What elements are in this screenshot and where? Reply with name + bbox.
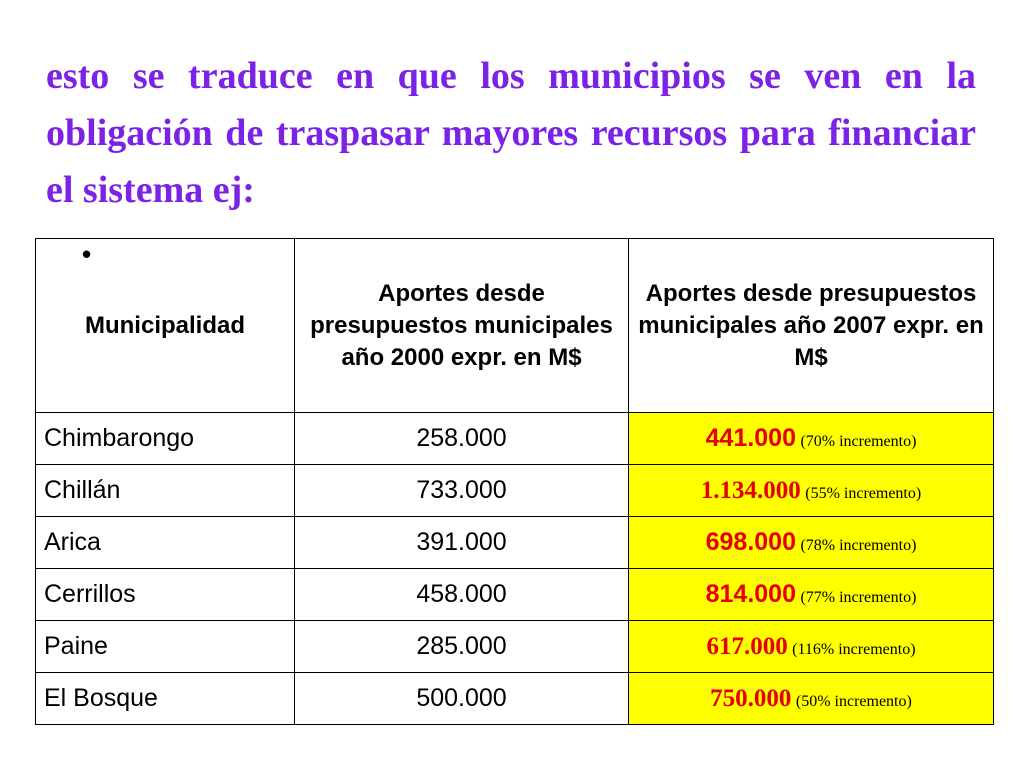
- value-2007: 617.000: [706, 632, 788, 660]
- header-aportes-2000: Aportes desde presupuestos municipales a…: [294, 238, 629, 413]
- cell-municipalidad: El Bosque: [35, 672, 295, 725]
- cell-aportes-2000: 500.000: [294, 672, 629, 725]
- cell-aportes-2007: 441.000 (70% incremento): [628, 412, 994, 465]
- bullet-point: •: [82, 239, 92, 269]
- value-2007: 441.000: [705, 424, 796, 452]
- header-aportes-2007: Aportes desde presupuestos municipales a…: [628, 238, 994, 413]
- table-row: Chillán 733.000 1.134.000 (55% increment…: [35, 464, 994, 517]
- cell-municipalidad: Paine: [35, 620, 295, 673]
- cell-municipalidad: Chillán: [35, 464, 295, 517]
- incremento-label: (70% incremento): [800, 433, 917, 450]
- table-row: Cerrillos 458.000 814.000 (77% increment…: [35, 568, 994, 621]
- value-2007: 1.134.000: [700, 476, 801, 504]
- value-2007: 698.000: [705, 528, 796, 556]
- cell-aportes-2007: 750.000 (50% incremento): [628, 672, 994, 725]
- value-2007: 814.000: [705, 580, 796, 608]
- incremento-label: (55% incremento): [805, 484, 922, 502]
- cell-aportes-2000: 458.000: [294, 568, 629, 621]
- cell-aportes-2000: 285.000: [294, 620, 629, 673]
- cell-aportes-2007: 814.000 (77% incremento): [628, 568, 994, 621]
- cell-municipalidad: Chimbarongo: [35, 412, 295, 465]
- cell-aportes-2007: 617.000 (116% incremento): [628, 620, 994, 673]
- cell-municipalidad: Arica: [35, 516, 295, 569]
- header-municipalidad: • Municipalidad: [35, 238, 295, 413]
- incremento-label: (116% incremento): [792, 640, 916, 658]
- table-row: Chimbarongo 258.000 441.000 (70% increme…: [35, 412, 994, 465]
- incremento-label: (50% incremento): [795, 692, 912, 710]
- slide-heading: esto se traduce en que los municipios se…: [46, 55, 976, 211]
- incremento-label: (78% incremento): [800, 537, 917, 554]
- cell-aportes-2000: 733.000: [294, 464, 629, 517]
- table-row: Paine 285.000 617.000 (116% incremento): [35, 620, 994, 673]
- cell-aportes-2000: 258.000: [294, 412, 629, 465]
- value-2007: 750.000: [710, 684, 792, 712]
- table-row: Arica 391.000 698.000 (78% incremento): [35, 516, 994, 569]
- cell-aportes-2007: 1.134.000 (55% incremento): [628, 464, 994, 517]
- cell-aportes-2007: 698.000 (78% incremento): [628, 516, 994, 569]
- header-municipalidad-label: Municipalidad: [84, 311, 245, 339]
- table-row: El Bosque 500.000 750.000 (50% increment…: [35, 672, 994, 725]
- aportes-table: • Municipalidad Aportes desde presupuest…: [35, 238, 994, 725]
- table-header-row: • Municipalidad Aportes desde presupuest…: [35, 238, 994, 413]
- cell-aportes-2000: 391.000: [294, 516, 629, 569]
- cell-municipalidad: Cerrillos: [35, 568, 295, 621]
- incremento-label: (77% incremento): [800, 589, 917, 606]
